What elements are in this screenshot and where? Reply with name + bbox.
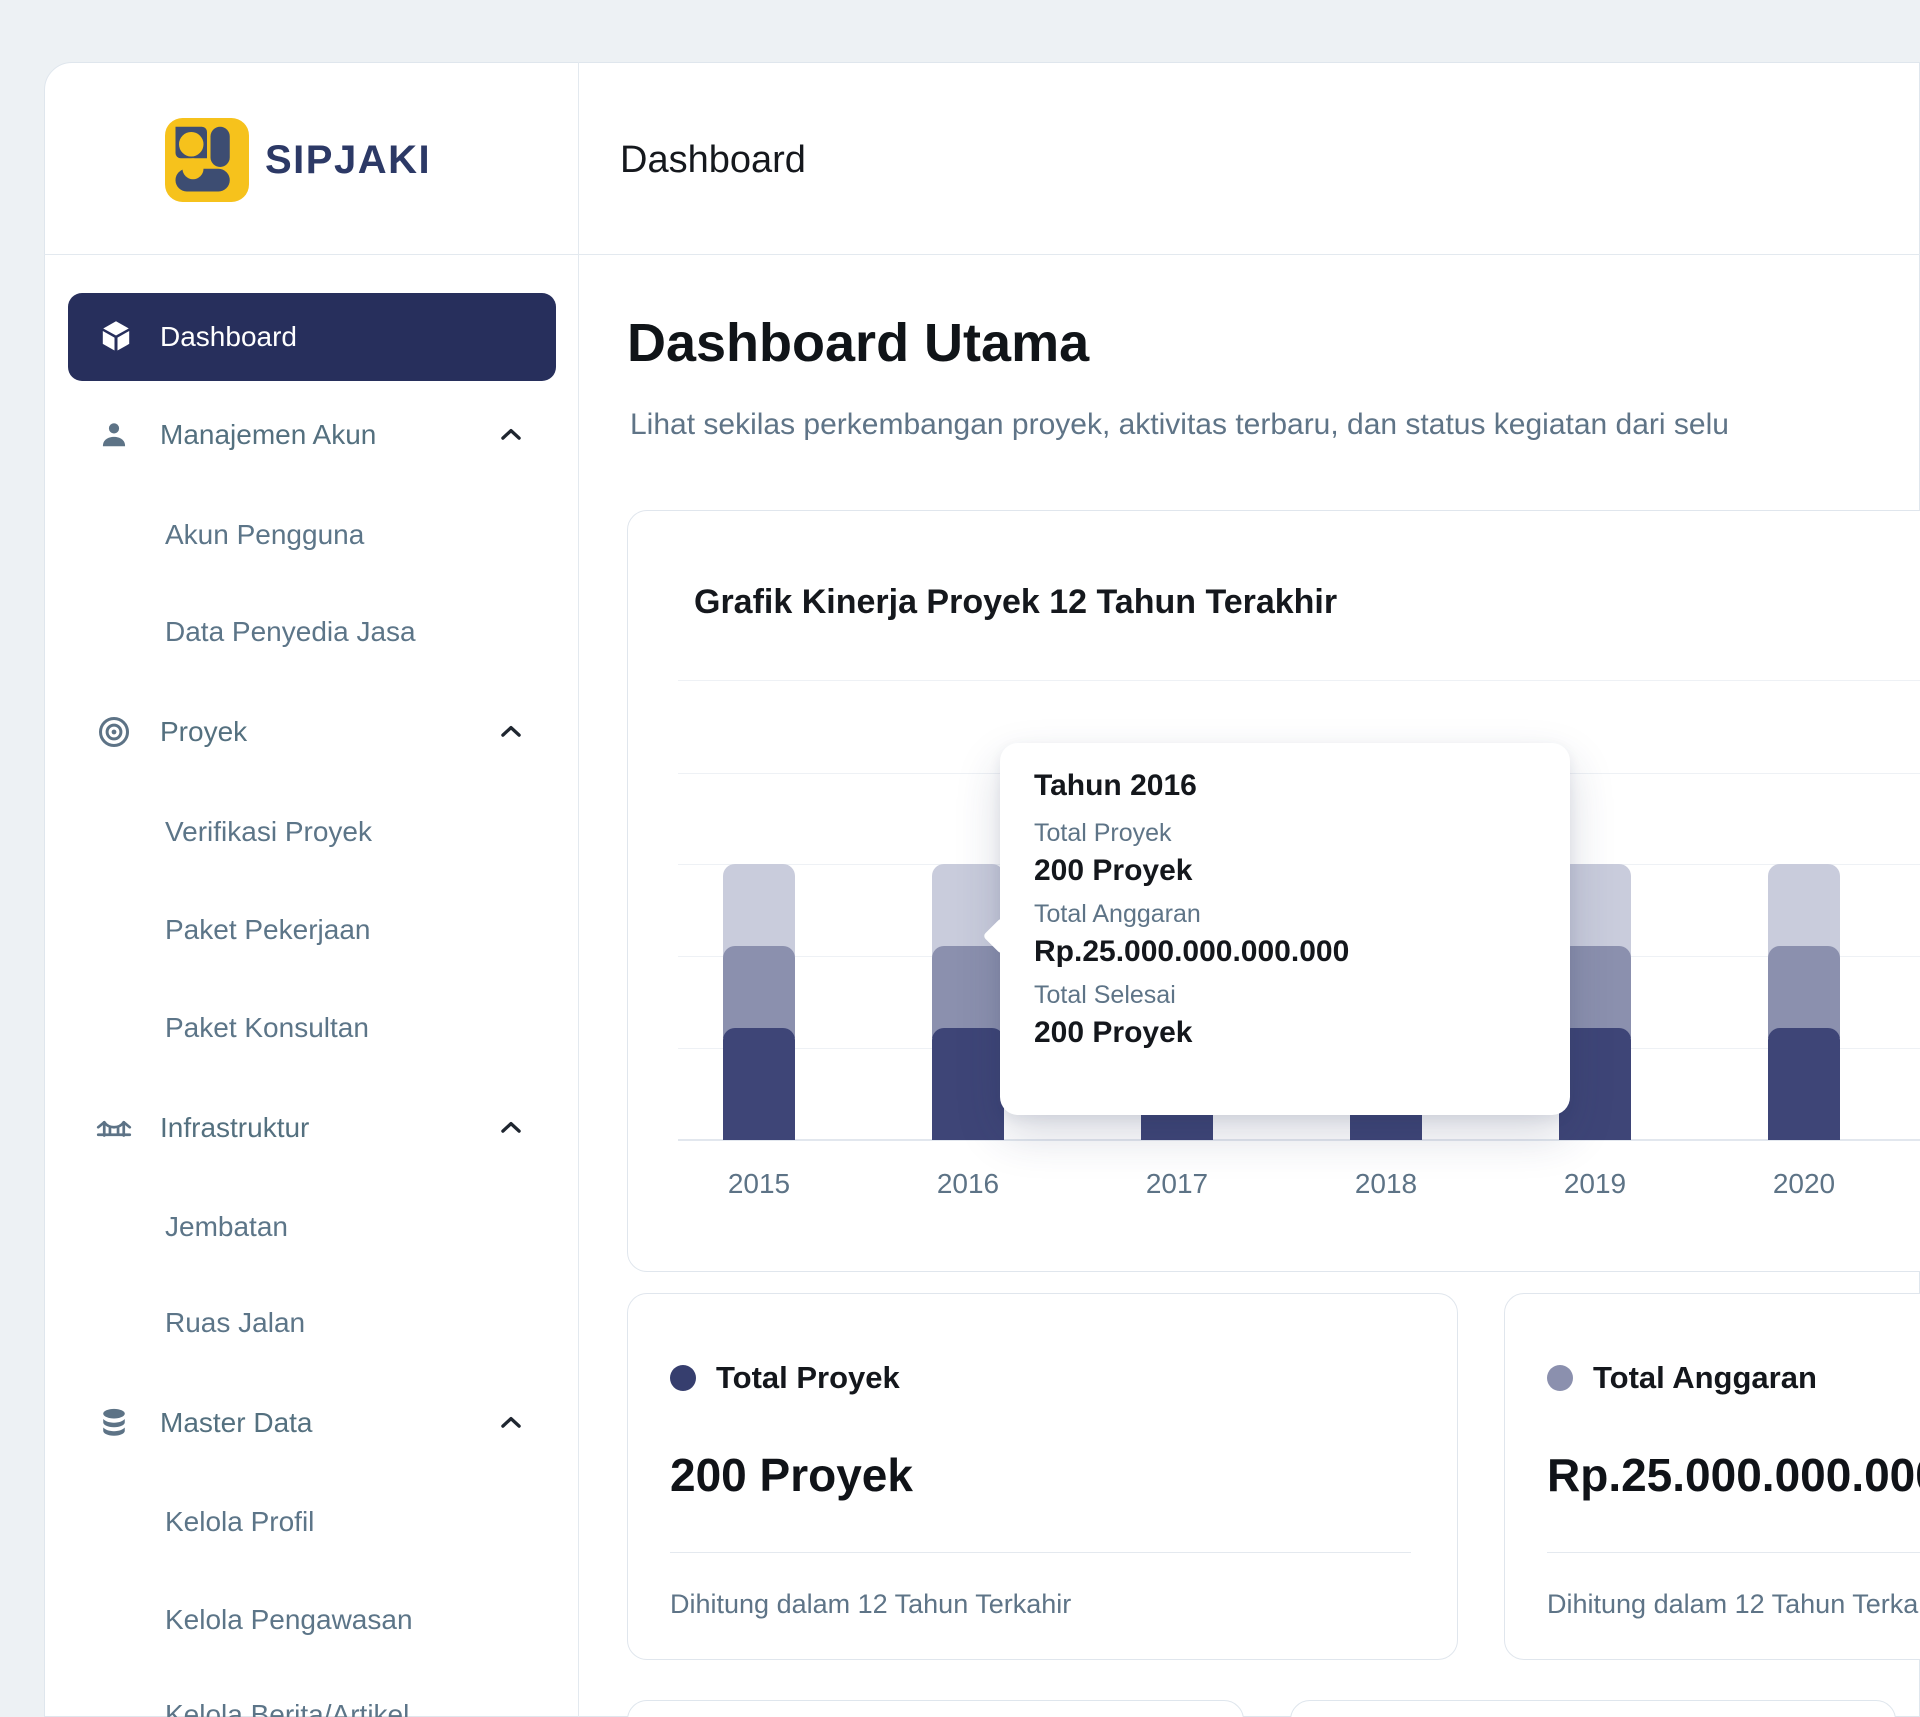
target-icon: [96, 714, 132, 750]
tooltip-row-value: 200 Proyek: [1034, 1016, 1193, 1049]
sidebar-item-infrastruktur[interactable]: Infrastruktur: [68, 1098, 556, 1158]
sidebar-subitem-verifikasi-proyek[interactable]: Verifikasi Proyek: [165, 802, 372, 862]
sidebar-subitem-label: Kelola Pengawasan: [165, 1604, 413, 1635]
sidebar-subitem-paket-konsultan[interactable]: Paket Konsultan: [165, 998, 369, 1058]
chart-bar-2019[interactable]: [1559, 864, 1631, 1140]
sidebar-subitem-label: Kelola Berita/Artikel: [165, 1699, 410, 1717]
sidebar-subitem-jembatan[interactable]: Jembatan: [165, 1197, 288, 1257]
x-axis-label: 2019: [1563, 1168, 1627, 1199]
summary-card-footnote: Dihitung dalam 12 Tahun Terkahir: [1547, 1589, 1920, 1619]
chart-bar-2015[interactable]: [723, 864, 795, 1140]
sidebar-subitem-ruas-jalan[interactable]: Ruas Jalan: [165, 1293, 305, 1353]
page-header-title: Dashboard: [620, 138, 806, 181]
sidebar-subitem-label: Verifikasi Proyek: [165, 816, 372, 847]
sidebar-item-manajemen-akun[interactable]: Manajemen Akun: [68, 405, 556, 465]
sidebar-subitem-label: Jembatan: [165, 1211, 288, 1242]
chevron-up-icon[interactable]: [496, 1113, 526, 1143]
tooltip-row-label: Total Selesai: [1034, 981, 1176, 1009]
sidebar-item-label: Manajemen Akun: [160, 419, 377, 450]
summary-card-header: Total Proyek: [670, 1360, 1411, 1396]
sidebar-subitem-label: Data Penyedia Jasa: [165, 616, 416, 647]
tooltip-row-label: Total Anggaran: [1034, 900, 1201, 928]
header-divider: [44, 254, 1920, 255]
summary-card-total-anggaran: Total Anggaran Rp.25.000.000.000.000 Dihit…: [1504, 1293, 1920, 1660]
bridge-icon: [96, 1110, 132, 1146]
brand-name: SIPJAKI: [265, 137, 432, 182]
chart-bar-2016[interactable]: [932, 864, 1004, 1140]
chevron-up-icon[interactable]: [496, 420, 526, 450]
page-title: Dashboard Utama: [627, 313, 1090, 373]
tooltip-title: Tahun 2016: [1034, 769, 1197, 802]
bar-segment-total-selesai: [932, 1028, 1004, 1140]
x-axis-label: 2015: [727, 1168, 791, 1199]
tooltip-row-value: 200 Proyek: [1034, 854, 1193, 887]
sidebar-item-proyek[interactable]: Proyek: [68, 702, 556, 762]
chevron-up-icon[interactable]: [496, 717, 526, 747]
summary-card-value: 200 Proyek: [670, 1449, 913, 1501]
summary-card-label: Total Proyek: [716, 1360, 900, 1395]
sidebar-subitem-label: Ruas Jalan: [165, 1307, 306, 1338]
brand-logo-icon: [165, 117, 249, 203]
x-axis-label: 2016: [936, 1168, 1000, 1199]
sidebar-item-master-data[interactable]: Master Data: [68, 1393, 556, 1453]
summary-card-label: Total Anggaran: [1593, 1360, 1817, 1395]
sidebar-item-label: Master Data: [160, 1407, 313, 1438]
chart-bar-2020[interactable]: [1768, 864, 1840, 1140]
gridline: [678, 680, 1920, 681]
tooltip-row-label: Total Proyek: [1034, 819, 1172, 847]
sidebar-subitem-label: Kelola Profil: [165, 1506, 315, 1537]
sidebar-divider: [578, 62, 579, 1717]
partial-card-left: [627, 1700, 1244, 1717]
x-axis-label: 2020: [1772, 1168, 1836, 1199]
summary-card-divider: [1547, 1552, 1920, 1553]
legend-dot-icon: [670, 1365, 696, 1391]
sidebar-item-dashboard[interactable]: Dashboard: [68, 293, 556, 381]
chevron-up-icon[interactable]: [496, 1408, 526, 1438]
sidebar-subitem-akun-pengguna[interactable]: Akun Pengguna: [165, 505, 364, 565]
sidebar-subitem-kelola-berita-artikel[interactable]: Kelola Berita/Artikel: [165, 1685, 409, 1717]
chart-title: Grafik Kinerja Proyek 12 Tahun Terakhir: [694, 583, 1338, 621]
partial-card-right: [1290, 1700, 1896, 1717]
x-axis-line: [678, 1139, 1920, 1141]
page-subtitle: Lihat sekilas perkembangan proyek, aktiv…: [630, 408, 1729, 441]
sidebar-subitem-label: Akun Pengguna: [165, 519, 365, 550]
chart-tooltip: Tahun 2016 Total Proyek 200 Proyek Total A…: [982, 743, 1570, 1115]
sidebar-subitem-paket-pekerjaan[interactable]: Paket Pekerjaan: [165, 900, 370, 960]
sidebar-subitem-label: Paket Pekerjaan: [165, 914, 371, 945]
summary-card-total-proyek: Total Proyek 200 Proyek Dihitung dalam 12 …: [627, 1293, 1458, 1660]
tooltip-row-value: Rp.25.000.000.000.000: [1034, 935, 1350, 968]
database-icon: [96, 1405, 132, 1441]
bar-segment-total-anggaran: [1559, 946, 1631, 1038]
sidebar-subitem-data-penyedia-jasa[interactable]: Data Penyedia Jasa: [165, 602, 416, 662]
summary-card-footnote: Dihitung dalam 12 Tahun Terkahir: [670, 1589, 1072, 1619]
bar-segment-total-selesai: [1768, 1028, 1840, 1140]
x-axis-label: 2017: [1145, 1168, 1209, 1199]
sidebar-item-label: Infrastruktur: [160, 1112, 310, 1143]
user-icon: [96, 417, 132, 453]
sidebar-subitem-kelola-pengawasan[interactable]: Kelola Pengawasan: [165, 1590, 413, 1650]
sidebar-subitem-kelola-profil[interactable]: Kelola Profil: [165, 1492, 314, 1552]
bar-segment-total-anggaran: [932, 946, 1004, 1038]
summary-card-value: Rp.25.000.000.000.000: [1547, 1449, 1920, 1501]
summary-card-divider: [670, 1552, 1411, 1553]
bar-segment-total-anggaran: [1768, 946, 1840, 1038]
sidebar-item-label: Dashboard: [160, 321, 297, 352]
bar-segment-total-anggaran: [723, 946, 795, 1038]
bar-segment-total-selesai: [1559, 1028, 1631, 1140]
legend-dot-icon: [1547, 1365, 1573, 1391]
cube-icon: [98, 319, 134, 355]
bar-segment-total-selesai: [723, 1028, 795, 1140]
summary-card-header: Total Anggaran: [1547, 1360, 1920, 1396]
sidebar-subitem-label: Paket Konsultan: [165, 1012, 369, 1043]
x-axis-label: 2018: [1354, 1168, 1418, 1199]
sidebar-item-label: Proyek: [160, 716, 248, 747]
